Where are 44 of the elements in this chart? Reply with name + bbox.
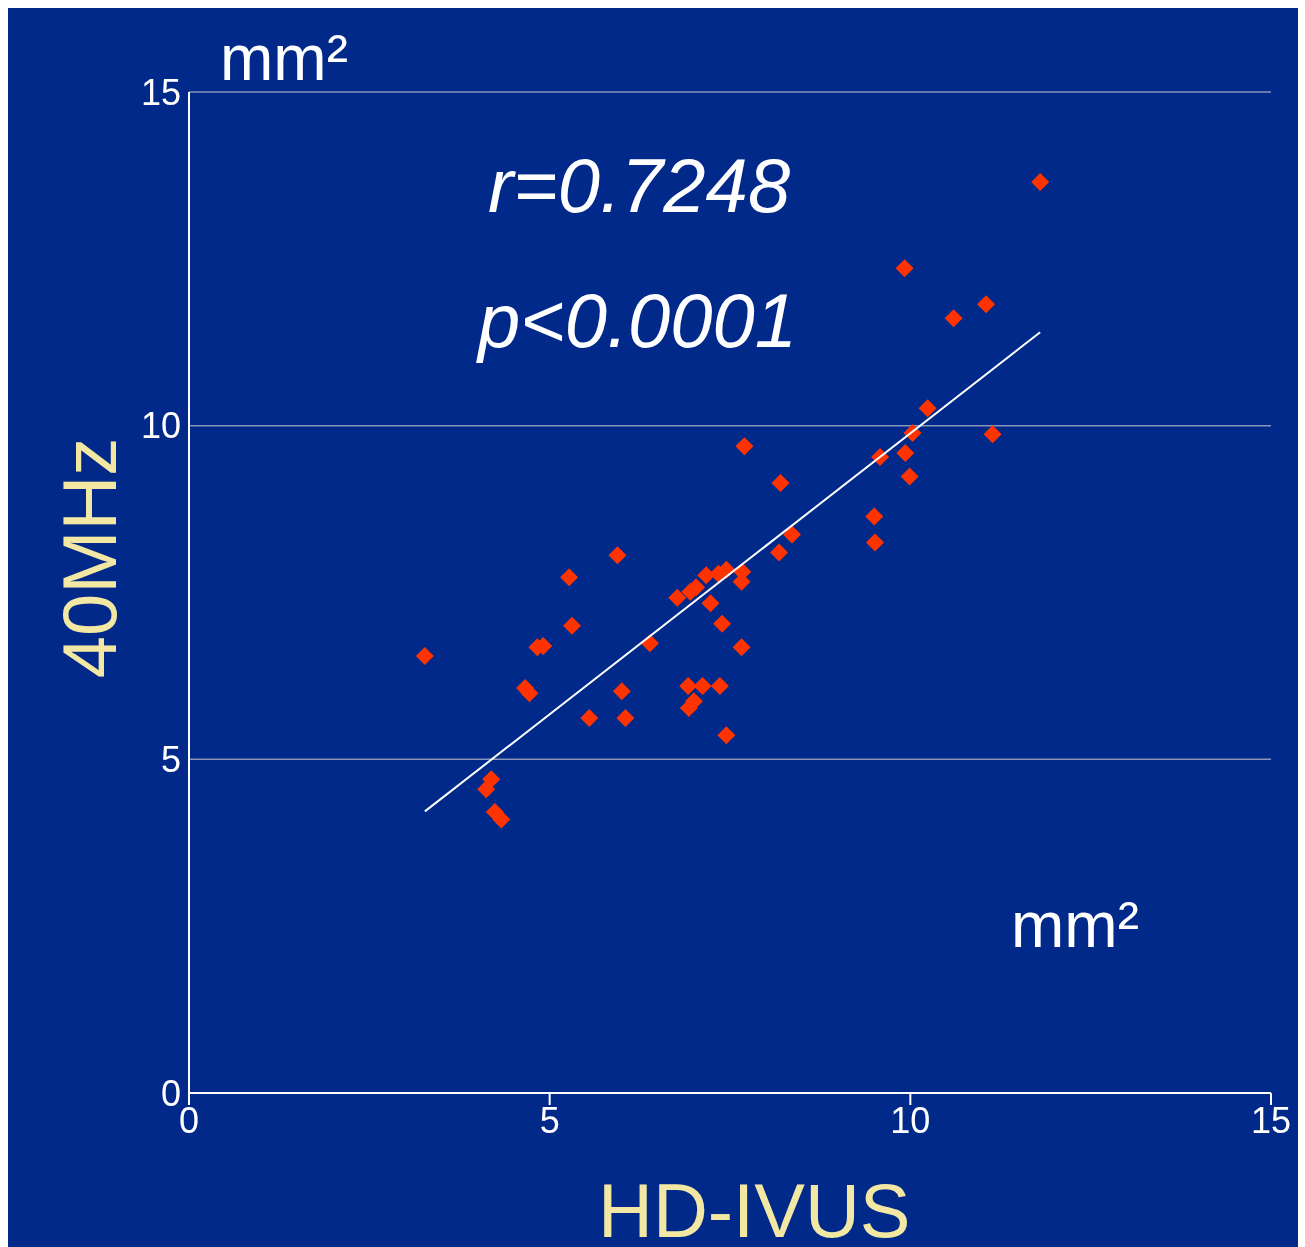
point [1031, 173, 1050, 192]
point [563, 616, 582, 635]
annotation: p<0.0001 [478, 278, 798, 363]
point [693, 676, 712, 695]
y-tick-label: 10 [140, 405, 181, 447]
point [710, 676, 729, 695]
x-tick-label: 10 [890, 1099, 931, 1141]
point [944, 309, 963, 328]
point [482, 770, 501, 789]
point [701, 594, 720, 613]
y-tick-label: 15 [140, 71, 181, 113]
annotation: mm² [1011, 889, 1139, 961]
point [977, 295, 996, 314]
point [771, 474, 790, 493]
point [770, 543, 789, 562]
annotation: r=0.7248 [488, 143, 791, 228]
y-tick-label: 5 [160, 739, 181, 781]
annotation: mm² [220, 22, 348, 94]
point [580, 708, 599, 727]
point [492, 810, 511, 829]
point [713, 614, 732, 633]
point [415, 646, 434, 665]
point [900, 467, 919, 486]
y-axis-title: 40MHz [47, 437, 132, 679]
point [608, 546, 627, 565]
point [918, 399, 937, 418]
point [560, 568, 579, 587]
x-axis-title: HD-IVUS [598, 1168, 911, 1247]
point [983, 425, 1002, 444]
point [783, 525, 802, 544]
point [896, 444, 915, 463]
point [865, 507, 884, 526]
point [679, 676, 698, 695]
point [616, 708, 635, 727]
point [865, 533, 884, 552]
point [612, 682, 631, 701]
point [732, 638, 751, 657]
point [717, 726, 736, 745]
point [895, 259, 914, 278]
point [668, 588, 687, 607]
y-tick-label: 0 [160, 1072, 181, 1114]
x-tick-label: 15 [1250, 1099, 1292, 1141]
x-tick-label: 5 [539, 1099, 560, 1141]
point [735, 437, 754, 456]
